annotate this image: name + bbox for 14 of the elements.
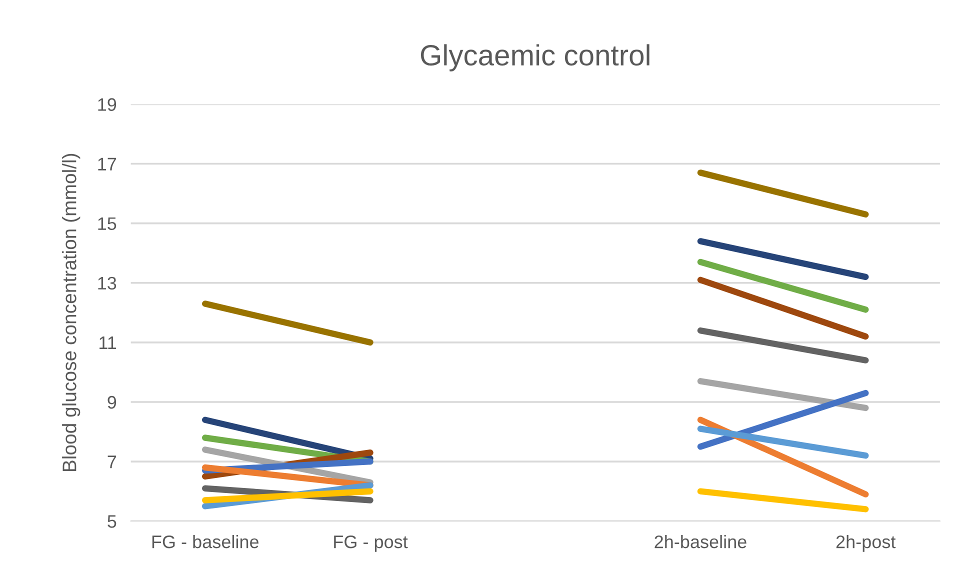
x-tick-label: 2h-post (836, 534, 896, 552)
y-axis-title: Blood glucose concentration (mmol/l) (62, 154, 80, 472)
y-tick-label: 15 (98, 217, 116, 230)
y-tick-label: 5 (108, 515, 116, 528)
y-tick-label: 13 (98, 276, 116, 290)
y-tick-label: 17 (98, 158, 116, 170)
y-tick-label: 9 (108, 396, 116, 409)
x-tick-label: FG - post (334, 535, 408, 552)
x-tick-label: FG - baseline (152, 534, 259, 548)
chart-title: Glycaemic control (420, 44, 650, 72)
y-tick-label: 7 (108, 456, 116, 468)
y-tick-label: 11 (100, 336, 116, 349)
y-tick-label: 19 (98, 98, 116, 111)
x-tick-label: 2h-baseline (654, 534, 746, 548)
